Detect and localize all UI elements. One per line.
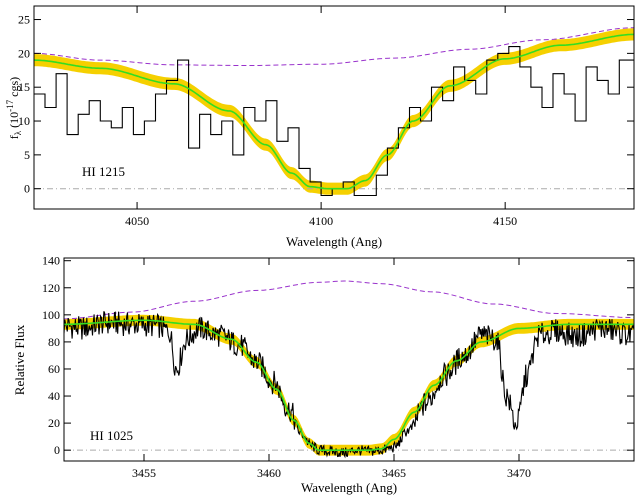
x-tick-label: 3455 xyxy=(132,466,156,480)
axes-frame xyxy=(33,5,635,210)
y-tick-label: 140 xyxy=(42,254,60,268)
plot-area-hi1215 xyxy=(34,27,634,197)
x-tick-label: 3465 xyxy=(382,466,406,480)
model-fit-line xyxy=(34,33,634,190)
x-axis-label: Wavelength (Ang) xyxy=(301,480,397,495)
axis-ticks: 4050 4100 4150 0 5 10 15 20 25 xyxy=(18,6,634,228)
continuum-line xyxy=(64,280,634,320)
y-axis-label: Relative Flux xyxy=(12,324,27,395)
plot-area-hi1025 xyxy=(64,280,634,459)
y-tick-label: 0 xyxy=(24,182,30,196)
y-tick-label: 80 xyxy=(48,335,60,349)
y-tick-label: 25 xyxy=(18,13,30,27)
data-spectrum xyxy=(34,46,634,197)
x-tick-label: 4100 xyxy=(309,214,333,228)
x-tick-label: 3470 xyxy=(507,466,531,480)
y-tick-label: 5 xyxy=(24,148,30,162)
x-axis-label: Wavelength (Ang) xyxy=(286,234,382,249)
axes-frame xyxy=(63,257,635,462)
y-tick-label: 15 xyxy=(18,80,30,94)
y-tick-label: 20 xyxy=(18,46,30,60)
x-tick-label: 4050 xyxy=(125,214,149,228)
panel-annotation: HI 1215 xyxy=(82,164,125,179)
error-band xyxy=(34,28,634,195)
y-axis-label: fλ (10-17 cgs) xyxy=(5,77,23,139)
data-spectrum xyxy=(64,311,634,459)
continuum-line xyxy=(34,27,634,66)
y-tick-label: 20 xyxy=(48,416,60,430)
x-tick-label: 4150 xyxy=(493,214,517,228)
y-tick-label: 120 xyxy=(42,281,60,295)
panel-hi1215: 4050 4100 4150 0 5 10 15 20 25 HI 1215 Wavelengt… xyxy=(5,5,635,249)
y-tick-label: 60 xyxy=(48,362,60,376)
panel-annotation: HI 1025 xyxy=(90,428,133,443)
y-tick-label: 100 xyxy=(42,308,60,322)
model-fit-line xyxy=(64,319,634,452)
axis-ticks: 3455 3460 3465 3470 0 20 40 60 80 100 120 140 xyxy=(42,254,634,480)
y-tick-label: 10 xyxy=(18,114,30,128)
y-tick-label: 40 xyxy=(48,389,60,403)
panel-hi1025: 3455 3460 3465 3470 0 20 40 60 80 100 120 140 HI 10… xyxy=(12,254,635,495)
x-tick-label: 3460 xyxy=(257,466,281,480)
y-tick-label: 0 xyxy=(54,443,60,457)
